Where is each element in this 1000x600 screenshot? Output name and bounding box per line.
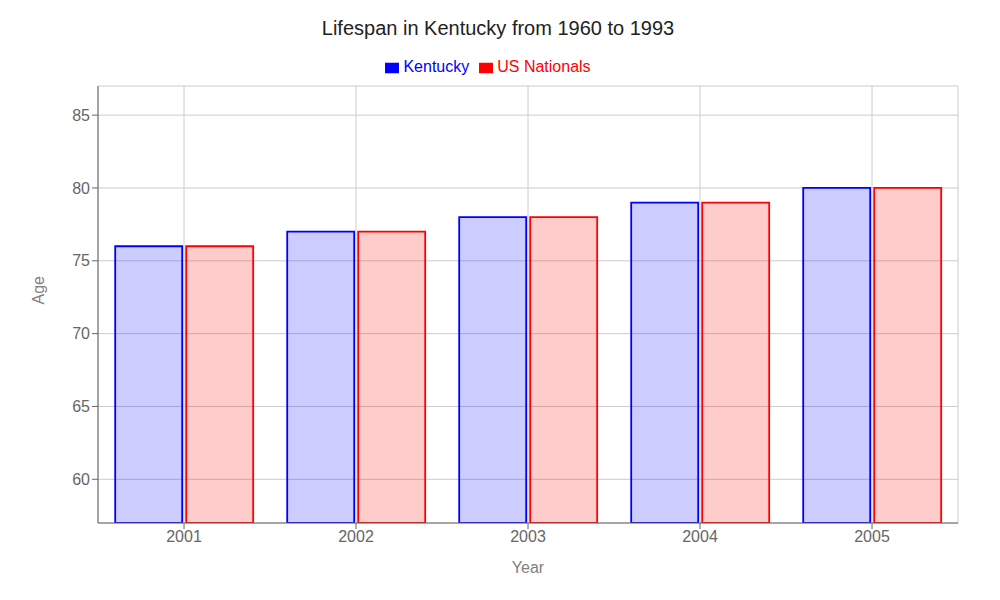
svg-text:85: 85 (72, 107, 90, 124)
svg-text:2001: 2001 (166, 528, 202, 545)
svg-text:Year: Year (512, 559, 545, 576)
html-text:US Nationals: US Nationals (497, 58, 591, 75)
svg-text:75: 75 (72, 252, 90, 269)
svg-text:2005: 2005 (854, 528, 890, 545)
html-text:Kentucky: Kentucky (403, 58, 470, 75)
svg-text:Age: Age (30, 276, 47, 305)
svg-text:80: 80 (72, 180, 90, 197)
svg-text:2004: 2004 (682, 528, 718, 545)
svg-text:2002: 2002 (338, 528, 374, 545)
html-text:Lifespan in Kentucky from 1960: Lifespan in Kentucky from 1960 to 1993 (321, 17, 675, 39)
svg-text:2003: 2003 (510, 528, 546, 545)
svg-text:70: 70 (72, 325, 90, 342)
svg-text:65: 65 (72, 398, 90, 415)
svg-text:60: 60 (72, 471, 90, 488)
